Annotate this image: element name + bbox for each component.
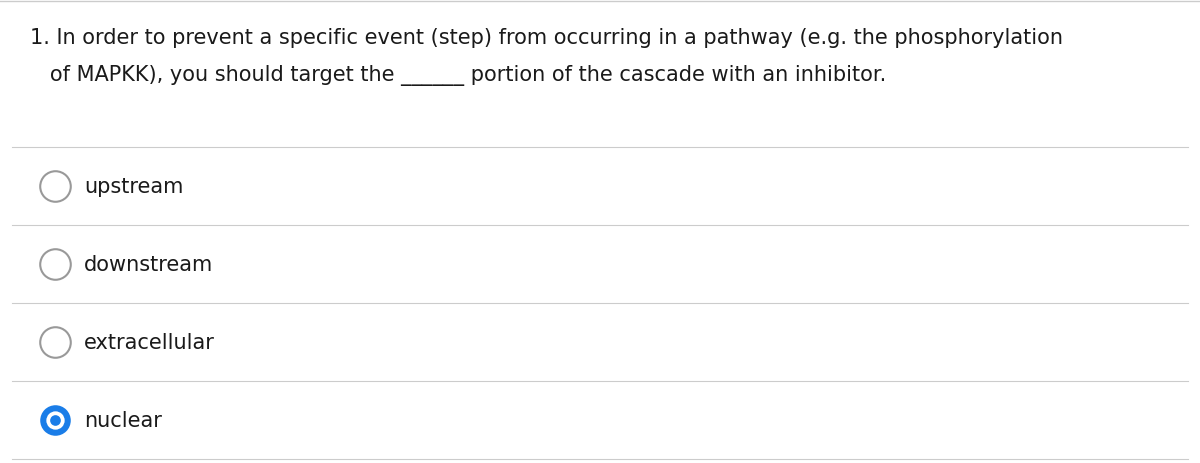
Text: downstream: downstream <box>84 255 214 275</box>
Point <box>46 416 65 424</box>
Point <box>46 183 65 190</box>
Point <box>46 416 65 424</box>
Text: 1. In order to prevent a specific event (step) from occurring in a pathway (e.g.: 1. In order to prevent a specific event … <box>30 28 1063 48</box>
Text: upstream: upstream <box>84 176 184 197</box>
Text: of MAPKK), you should target the ______ portion of the cascade with an inhibitor: of MAPKK), you should target the ______ … <box>30 65 887 86</box>
Point <box>46 338 65 346</box>
Point <box>46 416 65 424</box>
Text: nuclear: nuclear <box>84 410 162 430</box>
Point <box>46 261 65 268</box>
Text: extracellular: extracellular <box>84 332 215 352</box>
